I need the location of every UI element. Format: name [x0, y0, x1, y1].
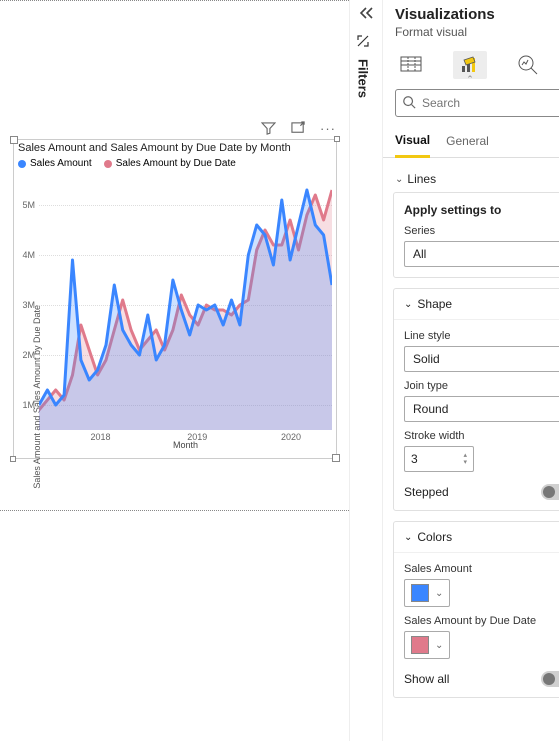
step-up-icon[interactable]: ▴ [463, 452, 467, 459]
focus-mode-icon[interactable] [290, 120, 306, 136]
stepped-label: Stepped [404, 485, 449, 499]
collapse-filters-icon[interactable] [358, 6, 374, 25]
chevron-down-icon: ⌄ [435, 640, 443, 651]
apply-heading: Apply settings to [404, 203, 559, 217]
chevron-down-icon: ⌄ [404, 532, 412, 543]
show-all-label: Show all [404, 672, 449, 686]
format-scroll[interactable]: ⌄ Lines Apply settings to Series All ⌄ ⌄… [383, 158, 559, 741]
colors-card: ⌄ Colors Sales Amount ⌄ Sales Amount by … [393, 521, 559, 698]
chevron-down-icon: ⌄ [404, 299, 412, 310]
join-type-select[interactable]: Round ⌄ [404, 396, 559, 422]
stroke-width-stepper[interactable]: 3 ▴▾ [404, 446, 474, 472]
series-select[interactable]: All ⌄ [404, 241, 559, 267]
build-visual-mode[interactable] [395, 51, 429, 79]
color-series-label: Sales Amount [404, 563, 559, 575]
format-search[interactable] [395, 89, 559, 117]
section-shape-header[interactable]: ⌄ Shape [394, 289, 559, 320]
pane-title: Visualizations [395, 6, 495, 23]
chart-title: Sales Amount and Sales Amount by Due Dat… [14, 140, 336, 156]
section-label: Colors [417, 530, 452, 544]
filters-icon[interactable] [355, 34, 371, 55]
chevron-down-icon: ⌄ [435, 588, 443, 599]
resize-handle[interactable] [334, 136, 340, 142]
chart-plot-area[interactable]: 1M2M3M4M5M201820192020 [39, 180, 332, 430]
more-options-icon[interactable]: ··· [320, 120, 336, 136]
pane-collapse-strip: Filters [349, 0, 382, 741]
search-input[interactable] [422, 96, 559, 110]
select-value: Solid [413, 352, 440, 366]
report-canvas[interactable]: ··· Sales Amount and Sales Amount by Due… [0, 0, 349, 741]
chevron-down-icon: ⌄ [395, 174, 403, 185]
filters-pane-label[interactable]: Filters [356, 59, 371, 98]
page-boundary-bottom [0, 510, 349, 511]
page-boundary-top [0, 0, 349, 1]
series-label: Series [404, 225, 559, 237]
step-down-icon[interactable]: ▾ [463, 459, 467, 466]
color-picker[interactable]: ⌄ [404, 579, 450, 607]
shape-card: ⌄ Shape Line style Solid ⌄ Join type Rou… [393, 288, 559, 511]
tab-general[interactable]: General [446, 128, 489, 156]
search-icon [402, 95, 416, 112]
filter-icon[interactable] [260, 120, 276, 136]
format-tabs: Visual General ··· [383, 127, 559, 158]
section-label: Shape [417, 297, 452, 311]
line-style-select[interactable]: Solid ⌄ [404, 346, 559, 372]
section-colors-header[interactable]: ⌄ Colors [394, 522, 559, 553]
legend-item[interactable]: Sales Amount [18, 158, 92, 169]
visual-header-actions: ··· [260, 120, 336, 136]
legend-label: Sales Amount by Due Date [116, 158, 236, 169]
section-label: Lines [407, 172, 436, 186]
chart-visual[interactable]: Sales Amount and Sales Amount by Due Dat… [13, 139, 337, 459]
stepped-toggle[interactable]: Off [541, 484, 559, 500]
analytics-mode[interactable] [511, 51, 545, 79]
tab-visual[interactable]: Visual [395, 127, 430, 158]
join-type-label: Join type [404, 380, 559, 392]
select-value: All [413, 247, 426, 261]
resize-handle[interactable] [10, 456, 16, 462]
legend-item[interactable]: Sales Amount by Due Date [104, 158, 236, 169]
legend-label: Sales Amount [30, 158, 92, 169]
chart-legend: Sales Amount Sales Amount by Due Date [14, 156, 336, 173]
color-series-label: Sales Amount by Due Date [404, 615, 559, 627]
color-picker[interactable]: ⌄ [404, 631, 450, 659]
selected-caret-icon: ⌃ [466, 74, 474, 85]
apply-settings-card: Apply settings to Series All ⌄ [393, 192, 559, 278]
format-mode-switcher: ⌃ [383, 45, 559, 89]
show-all-toggle[interactable]: Off [541, 671, 559, 687]
section-lines-header[interactable]: ⌄ Lines [393, 166, 559, 192]
stepper-value: 3 [411, 452, 418, 466]
visualizations-pane: Visualizations Format visual ⌃ Visual Ge… [382, 0, 559, 741]
pane-subtitle: Format visual [383, 25, 559, 45]
line-style-label: Line style [404, 330, 559, 342]
select-value: Round [413, 402, 448, 416]
stroke-width-label: Stroke width [404, 430, 559, 442]
